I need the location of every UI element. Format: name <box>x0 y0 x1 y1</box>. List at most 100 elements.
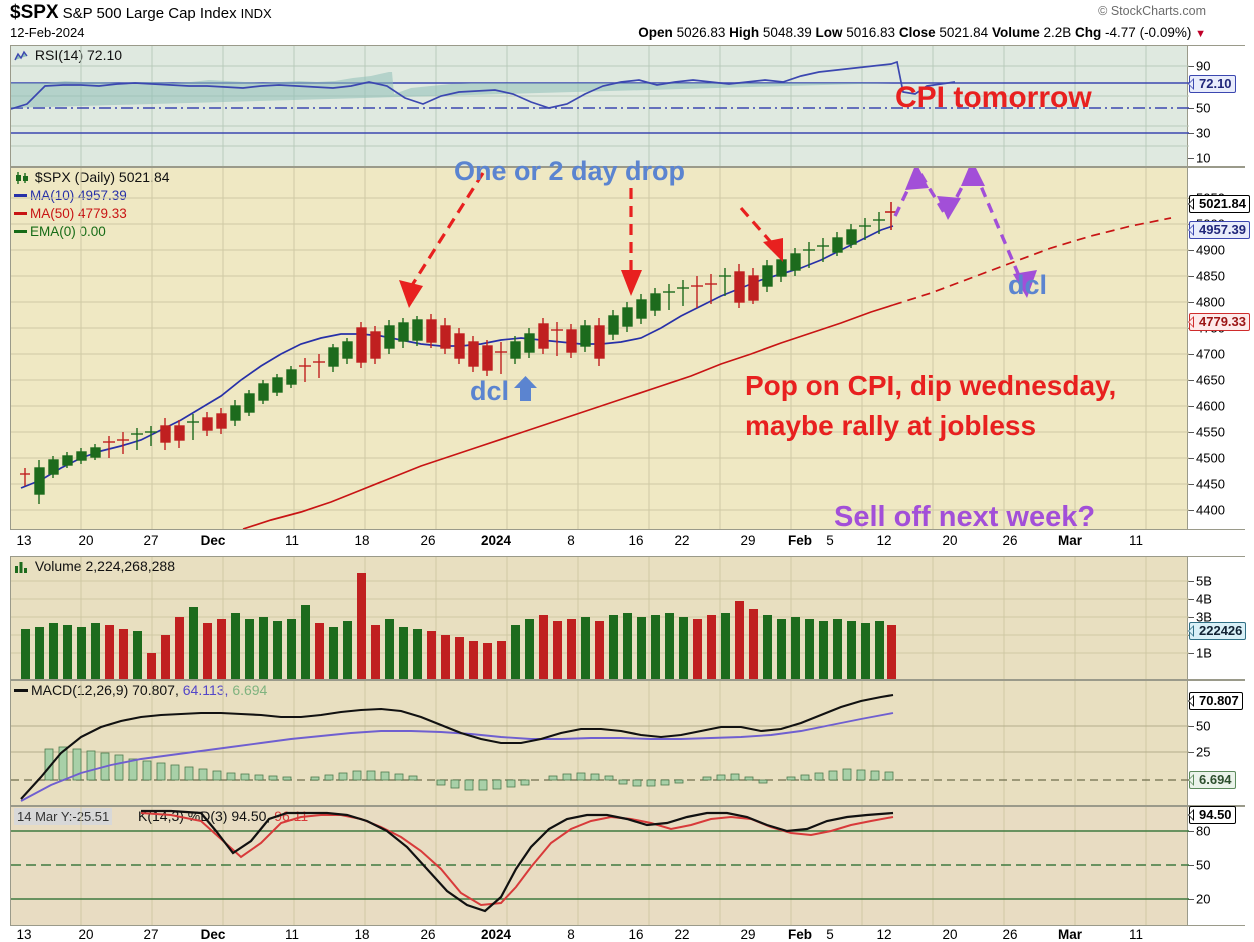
price-ytick: 4600 <box>1196 398 1225 414</box>
stochastic-series <box>11 807 1189 925</box>
xaxis-label: 20 <box>78 533 94 548</box>
price-ytick: 4850 <box>1196 268 1225 284</box>
xaxis-label: Dec <box>200 533 226 548</box>
price-legend-text: $SPX (Daily) 5021.84 <box>34 169 170 185</box>
xaxis-bottom-label: 29 <box>740 927 756 942</box>
ma50-legend: MA(50) 4779.33 <box>14 206 127 221</box>
x-axis: 13 20 27 Dec 11 18 26 2024 8 16 22 29 Fe… <box>10 530 1245 556</box>
ma10-color-swatch <box>14 194 27 197</box>
stochastic-ytick: 80 <box>1196 823 1211 839</box>
stochastic-panel: 14 Mar Y:-25.51 K(14,3) %D(3) 94.50, 96.… <box>10 806 1245 926</box>
xaxis-bottom-label: 5 <box>826 927 834 942</box>
price-ytick: 4400 <box>1196 502 1225 518</box>
volume-y-axis: 5B 4B 3B 2B 1B 222426 <box>1187 556 1247 680</box>
xaxis-bottom-label: Feb <box>787 927 813 942</box>
xaxis-bottom-label: 26 <box>1002 927 1018 942</box>
xaxis-label: 26 <box>420 533 436 548</box>
xaxis-bottom-label: 11 <box>284 927 300 942</box>
xaxis-bottom-label: 13 <box>16 927 32 942</box>
price-y-axis: 5050 5000 4900 4850 4800 4750 4700 4650 … <box>1188 167 1250 530</box>
macd-legend-hist: 6.694 <box>232 682 268 698</box>
stochastic-plot-area[interactable] <box>10 806 1189 926</box>
macd-color-swatch <box>14 689 28 692</box>
macd-hist-badge: 6.694 <box>1188 771 1236 789</box>
annotation-pop-on-cpi-line1: Pop on CPI, dip wednesday, <box>745 370 1117 401</box>
xaxis-label: 12 <box>876 533 892 548</box>
macd-panel: MACD(12,26,9) 70.807, 64.113, 6.694 50 2… <box>10 680 1245 806</box>
price-ytick: 4450 <box>1196 476 1225 492</box>
macd-plot-area[interactable] <box>10 680 1189 806</box>
volume-value-badge: 222426 <box>1187 622 1247 640</box>
rsi-value-badge: 72.10 <box>1188 75 1236 93</box>
ma10-legend: MA(10) 4957.39 <box>14 188 127 203</box>
chg-label: Chg <box>1075 25 1102 40</box>
rsi-ytick: 10 <box>1196 150 1211 166</box>
ma50-color-swatch <box>14 212 27 215</box>
stochastic-ytick: 20 <box>1196 891 1211 907</box>
annotation-cpi-tomorrow: CPI tomorrow <box>895 81 1092 114</box>
low-label: Low <box>815 25 843 40</box>
volume-legend: Volume 2,224,268,288 <box>14 558 175 576</box>
close-label: Close <box>898 25 936 40</box>
rsi-legend: RSI(14) 72.10 <box>14 47 122 65</box>
xaxis-bottom-label: 20 <box>942 927 958 942</box>
macd-y-axis: 50 25 70.807 6.694 <box>1188 680 1245 806</box>
symbol-name: S&P 500 Large Cap Index <box>62 5 237 22</box>
macd-ytick: 50 <box>1196 718 1211 734</box>
xaxis-label: Mar <box>1057 533 1083 548</box>
ma10-label: MA(10) 4957.39 <box>30 188 127 203</box>
annotation-one-or-two-day-drop: One or 2 day drop <box>454 156 686 186</box>
price-plot-area[interactable] <box>10 167 1189 530</box>
price-series <box>11 168 1189 529</box>
high-label: High <box>729 25 760 40</box>
price-ytick: 4800 <box>1196 294 1225 310</box>
stochastic-value-badge: 94.50 <box>1188 806 1236 824</box>
xaxis-label: 27 <box>143 533 159 548</box>
chg-down-arrow-icon: ▼ <box>1195 28 1206 40</box>
chart-header: $SPX S&P 500 Large Cap Index INDX 12-Feb-2… <box>0 0 1254 44</box>
dcl-left-label: dcl <box>470 375 510 406</box>
stochastic-y-axis: 80 50 20 94.50 <box>1188 806 1245 926</box>
xaxis-bottom-label: 27 <box>143 927 159 942</box>
up-arrow-icon <box>513 375 538 407</box>
xaxis-bottom-label: 16 <box>628 927 644 942</box>
stochastic-legend-d: 96.11 <box>274 808 309 824</box>
stochastic-ytick: 50 <box>1196 857 1211 873</box>
xaxis-label: 5 <box>826 533 834 548</box>
volume-legend-text: Volume 2,224,268,288 <box>34 558 176 574</box>
annotation-sell-off-next-week: Sell off next week? <box>834 501 1096 533</box>
chart-date: 12-Feb-2024 <box>10 25 85 40</box>
close-value: 5021.84 <box>939 25 989 40</box>
volume-plot-area[interactable] <box>10 556 1189 680</box>
volume-ytick: 3B <box>1196 609 1212 625</box>
rsi-y-axis: 90 50 30 10 72.10 <box>1188 45 1245 167</box>
volume-bars-icon <box>14 560 28 576</box>
stochastic-legend: K(14,3) %D(3) 94.50, 96.11 <box>138 808 308 824</box>
xaxis-label: 2024 <box>480 533 512 548</box>
symbol-ticker: $SPX <box>10 2 59 23</box>
volume-panel: Volume 2,224,268,288 5B 4B 3B 2B 1B 2224… <box>10 556 1247 680</box>
macd-series <box>11 681 1189 805</box>
candlestick-icon <box>14 171 28 187</box>
volume-ytick: 5B <box>1196 573 1212 589</box>
price-ytick: 4900 <box>1196 242 1225 258</box>
ema0-color-swatch <box>14 230 27 233</box>
xaxis-bottom-label: 22 <box>674 927 690 942</box>
price-ytick: 4700 <box>1196 346 1225 362</box>
macd-legend-main: MACD(12,26,9) 70.807, <box>31 682 179 698</box>
xaxis-bottom-label: 11 <box>1128 927 1144 942</box>
xaxis-label: 29 <box>740 533 756 548</box>
volume-ytick: 1B <box>1196 645 1212 661</box>
low-value: 5016.83 <box>846 25 896 40</box>
open-value: 5026.83 <box>676 25 726 40</box>
volume-label: Volume <box>991 25 1040 40</box>
xaxis-bottom-label: 26 <box>420 927 436 942</box>
rsi-ytick: 50 <box>1196 100 1211 116</box>
price-legend: $SPX (Daily) 5021.84 <box>14 169 170 187</box>
annotation-dcl-left: dcl <box>470 375 538 407</box>
open-label: Open <box>638 25 673 40</box>
quote-summary: Open 5026.83 High 5048.39 Low 5016.83 Cl… <box>638 25 1206 40</box>
rsi-ytick: 90 <box>1196 58 1211 74</box>
macd-legend: MACD(12,26,9) 70.807, 64.113, 6.694 <box>14 682 267 698</box>
